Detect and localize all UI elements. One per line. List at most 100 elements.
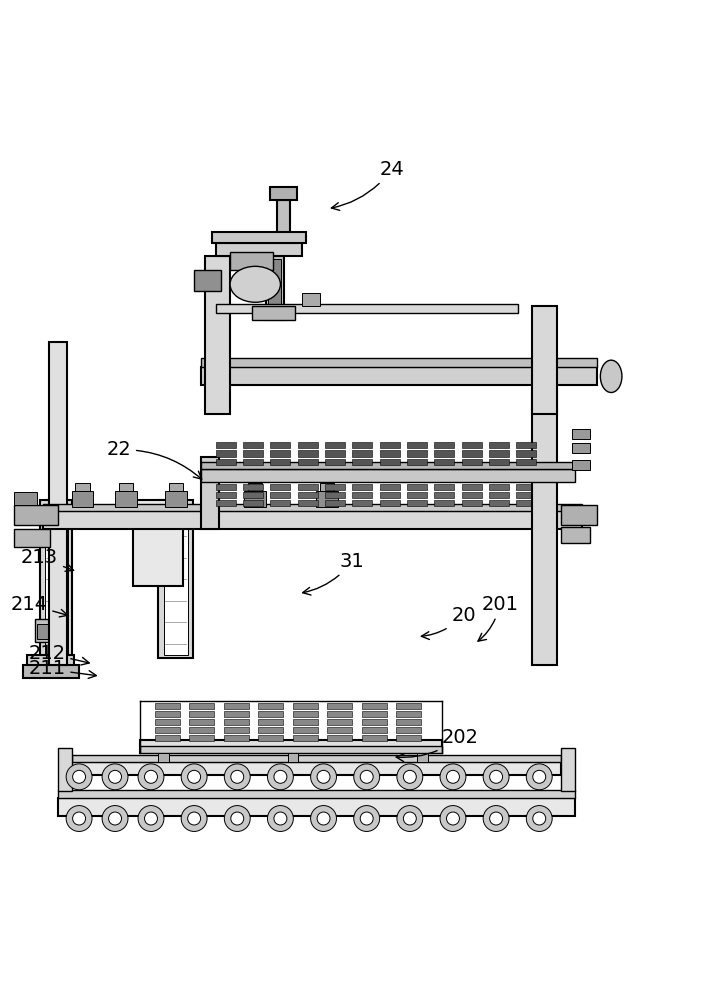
- Bar: [201, 367, 597, 385]
- Bar: [270, 484, 290, 490]
- Bar: [216, 500, 236, 506]
- Circle shape: [483, 764, 509, 790]
- Bar: [532, 392, 557, 665]
- Circle shape: [102, 806, 128, 831]
- Circle shape: [231, 770, 244, 783]
- Circle shape: [66, 806, 92, 831]
- Circle shape: [483, 806, 509, 831]
- Circle shape: [490, 770, 503, 783]
- Bar: [270, 476, 290, 482]
- Bar: [248, 483, 262, 491]
- Bar: [201, 358, 597, 367]
- Bar: [396, 727, 421, 733]
- Circle shape: [311, 764, 336, 790]
- Bar: [489, 492, 509, 498]
- Bar: [189, 703, 214, 709]
- Bar: [72, 762, 561, 775]
- Bar: [434, 450, 454, 457]
- Bar: [224, 703, 249, 709]
- Bar: [327, 735, 352, 741]
- Bar: [72, 491, 93, 507]
- Bar: [434, 484, 454, 490]
- Bar: [293, 727, 318, 733]
- Bar: [516, 450, 536, 457]
- Bar: [298, 492, 318, 498]
- Bar: [258, 735, 283, 741]
- Bar: [243, 492, 263, 498]
- Circle shape: [446, 770, 459, 783]
- Bar: [216, 450, 236, 457]
- Bar: [434, 500, 454, 506]
- Bar: [293, 735, 318, 741]
- Bar: [201, 457, 219, 529]
- Bar: [201, 462, 575, 469]
- Bar: [362, 719, 387, 725]
- Bar: [140, 746, 442, 753]
- Bar: [155, 703, 180, 709]
- Bar: [462, 500, 482, 506]
- Bar: [407, 450, 427, 457]
- Bar: [224, 719, 249, 725]
- Bar: [561, 527, 590, 543]
- Bar: [58, 790, 575, 798]
- Bar: [45, 504, 68, 655]
- Bar: [293, 703, 318, 709]
- Bar: [434, 492, 454, 498]
- Bar: [293, 719, 318, 725]
- Bar: [396, 711, 421, 717]
- Bar: [155, 727, 180, 733]
- Bar: [396, 719, 421, 725]
- Bar: [189, 727, 214, 733]
- Bar: [243, 476, 263, 482]
- Bar: [325, 476, 345, 482]
- Bar: [462, 442, 482, 448]
- Bar: [37, 624, 48, 639]
- Bar: [189, 719, 214, 725]
- Bar: [362, 703, 387, 709]
- Text: 212: 212: [28, 644, 89, 665]
- Bar: [462, 492, 482, 498]
- Circle shape: [274, 812, 287, 825]
- Bar: [243, 500, 263, 506]
- Circle shape: [73, 770, 86, 783]
- Circle shape: [533, 812, 546, 825]
- Bar: [302, 293, 320, 306]
- Circle shape: [224, 806, 250, 831]
- Bar: [462, 459, 482, 465]
- Bar: [27, 655, 74, 667]
- Bar: [298, 459, 318, 465]
- Bar: [462, 476, 482, 482]
- Bar: [489, 450, 509, 457]
- Bar: [407, 442, 427, 448]
- Bar: [489, 476, 509, 482]
- Bar: [298, 468, 318, 474]
- Bar: [258, 711, 283, 717]
- Bar: [243, 484, 263, 490]
- Bar: [216, 243, 302, 256]
- Text: 20: 20: [421, 606, 476, 639]
- Ellipse shape: [600, 360, 622, 393]
- Circle shape: [360, 770, 373, 783]
- Bar: [288, 753, 298, 762]
- Bar: [216, 442, 236, 448]
- Bar: [434, 442, 454, 448]
- Bar: [462, 484, 482, 490]
- Bar: [572, 443, 590, 453]
- Bar: [561, 505, 597, 525]
- Bar: [362, 735, 387, 741]
- Bar: [380, 459, 400, 465]
- Bar: [325, 468, 345, 474]
- Bar: [489, 500, 509, 506]
- Circle shape: [181, 806, 207, 831]
- Circle shape: [102, 764, 128, 790]
- Bar: [462, 450, 482, 457]
- Bar: [352, 484, 372, 490]
- Text: 214: 214: [10, 595, 68, 617]
- Bar: [49, 342, 67, 665]
- Bar: [119, 483, 133, 491]
- Bar: [572, 429, 590, 439]
- Ellipse shape: [230, 266, 280, 302]
- Bar: [489, 459, 509, 465]
- Circle shape: [533, 770, 546, 783]
- Circle shape: [403, 812, 416, 825]
